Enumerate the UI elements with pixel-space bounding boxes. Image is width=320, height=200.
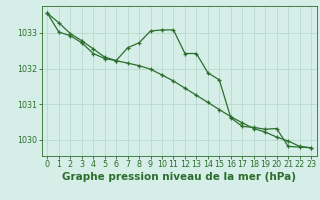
X-axis label: Graphe pression niveau de la mer (hPa): Graphe pression niveau de la mer (hPa) xyxy=(62,172,296,182)
